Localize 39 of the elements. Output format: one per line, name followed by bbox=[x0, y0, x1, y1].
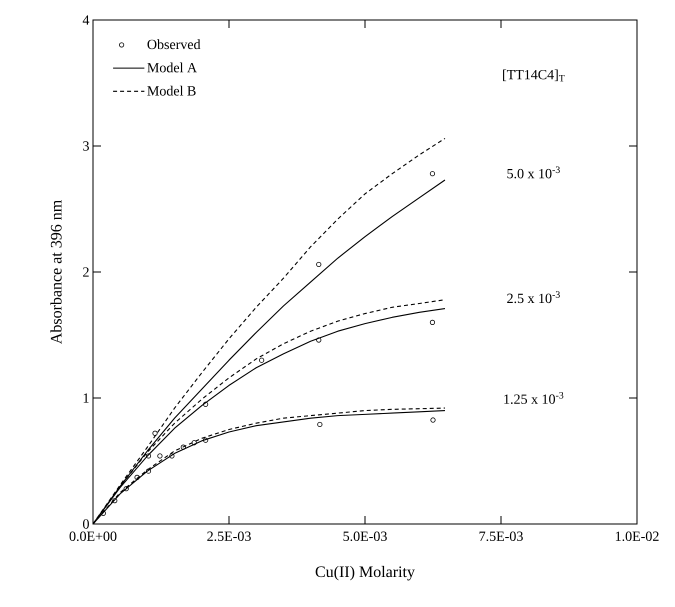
point bbox=[259, 358, 264, 363]
point bbox=[203, 438, 208, 443]
point bbox=[317, 422, 322, 428]
point bbox=[146, 468, 152, 474]
legend-label: Model B bbox=[147, 86, 196, 96]
point bbox=[430, 171, 436, 176]
legend-label: Model A bbox=[147, 62, 197, 72]
x-tick-label: 2.5E-03 bbox=[207, 532, 251, 542]
y-tick-label: 3 bbox=[83, 141, 89, 151]
x-tick-label: 7.5E-03 bbox=[480, 532, 523, 542]
point bbox=[146, 453, 152, 459]
point bbox=[316, 262, 322, 268]
point bbox=[169, 453, 174, 459]
legend-label: Observed bbox=[148, 39, 200, 50]
annotation: [TT14C4]$_{T}$ bbox=[503, 69, 565, 82]
annotation: 2.5 x 10$^{-3}$ bbox=[507, 291, 560, 304]
annotation: 1.25 x 10$^{-3}$ bbox=[504, 392, 564, 404]
point bbox=[124, 486, 129, 492]
point bbox=[316, 337, 322, 343]
point bbox=[112, 498, 118, 504]
y-tick-label: 2 bbox=[83, 267, 89, 277]
x-tick-label: 0.0E+00 bbox=[70, 532, 116, 542]
y-axis-title: Absorbance at 396 nm bbox=[50, 200, 62, 344]
x-tick-label: 1.0E-02 bbox=[616, 532, 659, 542]
point bbox=[157, 453, 163, 459]
point bbox=[100, 510, 106, 516]
point bbox=[203, 402, 208, 407]
point bbox=[134, 474, 140, 480]
y-tick-label: 1 bbox=[84, 393, 89, 403]
point bbox=[430, 320, 436, 325]
y-tick-label: 0 bbox=[83, 519, 89, 529]
x-tick-label: 5.0E-03 bbox=[343, 532, 387, 542]
point bbox=[192, 440, 197, 446]
x-axis-title: Cu(II) Molarity bbox=[316, 566, 415, 580]
annotation: 5.0 x 10$^{-3}$ bbox=[507, 166, 560, 178]
point bbox=[430, 417, 436, 423]
point bbox=[180, 444, 186, 450]
point bbox=[152, 430, 158, 436]
y-tick-label: 4 bbox=[82, 15, 90, 25]
